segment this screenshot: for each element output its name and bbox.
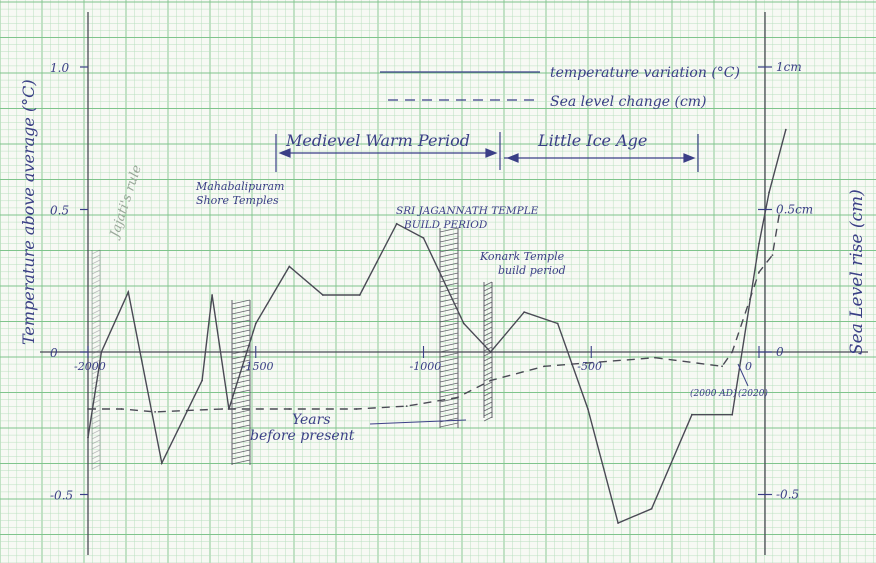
sea-level-point xyxy=(758,271,760,274)
temperature-point xyxy=(523,311,526,313)
temperature-point xyxy=(586,408,589,410)
sea-level-point xyxy=(778,214,781,217)
temperature-points xyxy=(87,128,787,524)
sea-level-point xyxy=(221,408,224,410)
left-tick-label: 1.0 xyxy=(50,61,69,75)
temperature-point xyxy=(731,413,734,416)
left-y-ticks: 1.0 0.5 0 -0.5 xyxy=(50,61,88,503)
konark-label-2: build period xyxy=(498,264,566,277)
right-tick-label: 0.5cm xyxy=(776,203,813,217)
right-axis-label: Sea Level rise (cm) xyxy=(847,189,867,355)
mahabalipuram-label-2: Shore Temples xyxy=(196,194,279,207)
right-tick-label: 1cm xyxy=(776,60,802,74)
temperature-point xyxy=(228,408,230,410)
left-tick-label: 0 xyxy=(50,346,58,360)
x-label-arrow xyxy=(369,419,467,425)
sea-level-point xyxy=(288,408,291,410)
temperature-point xyxy=(211,294,214,296)
sea-level-point xyxy=(405,405,408,408)
temperature-point xyxy=(358,294,361,296)
sea-level-point xyxy=(543,365,546,368)
hatch-band xyxy=(439,227,459,428)
temperature-point xyxy=(650,507,653,510)
jagannath-label-2: BUILD PERIOD xyxy=(403,219,488,231)
right-y-ticks: 1cm 0.5cm 0 -0.5 xyxy=(758,60,813,502)
period-arrows xyxy=(275,132,699,172)
temperature-point xyxy=(395,222,398,225)
right-tick-label: -0.5 xyxy=(776,488,799,502)
temperature-point xyxy=(758,242,760,245)
mahabalipuram-label-1: Mahabalipuram xyxy=(195,180,284,193)
konark-label-1: Konark Temple xyxy=(479,250,565,263)
sea-level-point xyxy=(154,410,157,413)
little-ice-age-label: Little Ice Age xyxy=(537,131,647,150)
ad-2000-label: (2000 AD) xyxy=(690,388,737,399)
temperature-point xyxy=(160,462,163,465)
temperature-point xyxy=(127,291,130,294)
medieval-warm-period-label: Medievel Warm Period xyxy=(285,131,470,150)
sea-level-point xyxy=(721,365,723,368)
sea-level-point xyxy=(771,254,774,256)
temperature-point xyxy=(691,413,693,416)
x-axis-label-line2: before present xyxy=(250,428,355,444)
sea-level-point xyxy=(87,408,89,410)
x-tick-label: -2000 xyxy=(74,360,106,373)
period-hatches xyxy=(91,227,493,470)
right-tick-label: 0 xyxy=(776,345,784,359)
x-axis-label-line1: Years xyxy=(292,412,331,428)
temperature-point xyxy=(422,237,425,239)
temperature-point xyxy=(321,294,324,296)
ad-2020-pointer xyxy=(737,363,749,387)
sea-level-point xyxy=(355,408,358,410)
hatch-band xyxy=(231,299,251,465)
x-tick-label: -500 xyxy=(577,360,602,373)
legend-sea-level-label: Sea level change (cm) xyxy=(550,94,707,110)
ad-2020-label: (2020) xyxy=(738,388,768,399)
sea-level-points xyxy=(87,214,781,413)
sea-level-point xyxy=(654,356,656,359)
jagannath-label-1: SRI JAGANNATH TEMPLE xyxy=(396,205,539,217)
temperature-point xyxy=(87,436,89,439)
x-ticks: -2000 -1500 -1000 -500 0 xyxy=(74,346,760,373)
temperature-point xyxy=(556,322,559,325)
temperature-point xyxy=(100,351,103,353)
x-tick-label: -1500 xyxy=(242,360,274,373)
temperature-point xyxy=(784,128,787,131)
sea-level-point xyxy=(456,396,458,399)
sea-level-point xyxy=(731,351,734,353)
sea-level-series-line xyxy=(88,215,780,413)
x-tick-label: -1000 xyxy=(410,360,442,373)
temperature-point xyxy=(617,522,619,524)
legend-temperature-label: temperature variation (°C) xyxy=(550,65,740,81)
temperature-point xyxy=(768,191,770,194)
left-tick-label: -0.5 xyxy=(50,489,73,503)
temperature-point xyxy=(254,322,257,325)
legend: temperature variation (°C) Sea level cha… xyxy=(380,65,740,110)
sea-level-point xyxy=(489,379,492,382)
temperature-point xyxy=(288,265,291,268)
temperature-point xyxy=(489,351,492,353)
temperature-point xyxy=(201,379,203,382)
left-tick-label: 0.5 xyxy=(50,204,69,218)
x-tick-label: 0 xyxy=(745,360,752,373)
left-axis-label: Temperature above average (°C) xyxy=(19,79,38,345)
sea-level-point xyxy=(120,408,123,410)
temperature-point xyxy=(462,322,465,325)
